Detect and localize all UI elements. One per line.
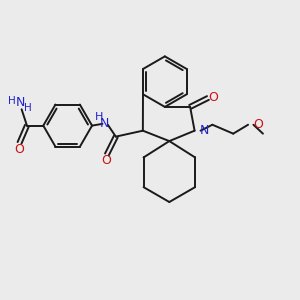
Text: O: O: [101, 154, 111, 167]
Text: O: O: [208, 91, 218, 104]
Text: O: O: [254, 118, 263, 130]
Text: N: N: [15, 96, 25, 109]
Text: H: H: [24, 103, 32, 113]
Text: N: N: [100, 117, 110, 130]
Text: O: O: [14, 143, 24, 156]
Text: H: H: [8, 96, 16, 106]
Text: H: H: [95, 112, 104, 122]
Text: N: N: [200, 124, 209, 137]
